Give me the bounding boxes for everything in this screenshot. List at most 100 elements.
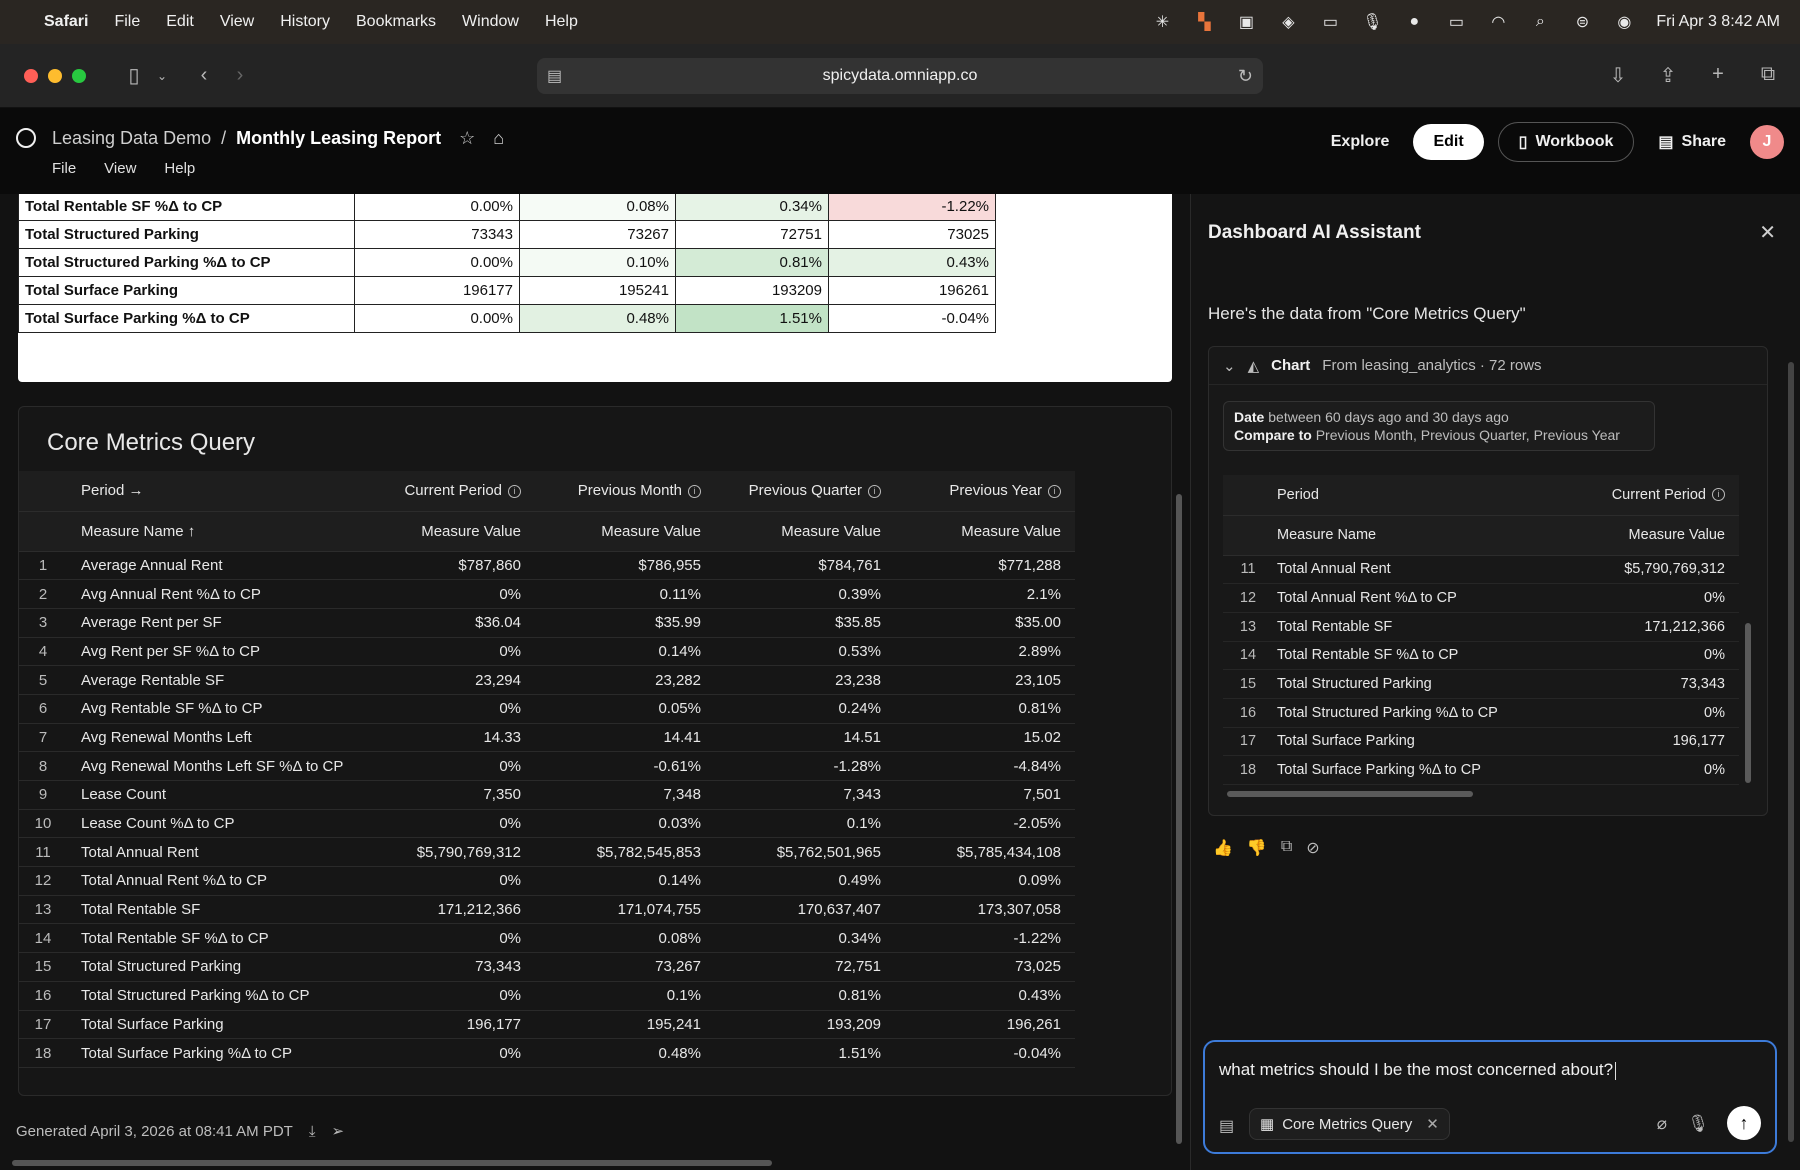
menu-clock[interactable]: Fri Apr 3 8:42 AM <box>1656 13 1780 30</box>
chart-card-header[interactable]: ⌄ ◭ Chart From leasing_analytics · 72 ro… <box>1209 347 1767 385</box>
table-row[interactable]: 13 Total Rentable SF 171,212,366 171,074,75… <box>19 895 1075 925</box>
period-header[interactable]: Period <box>1273 475 1571 516</box>
measure-value-header[interactable]: Measure Value <box>355 511 535 552</box>
sparkle-icon[interactable]: ✳ <box>1155 14 1170 31</box>
context-icon[interactable]: ▤ <box>1219 1118 1235 1135</box>
vertical-scrollbar[interactable] <box>1176 494 1182 1144</box>
table-row[interactable]: 9 Lease Count 7,350 7,348 7,343 7,501 <box>19 780 1075 810</box>
chevron-down-icon[interactable]: ⌄ <box>1223 357 1236 375</box>
col-previous-year[interactable]: Previous Year i <box>895 471 1075 512</box>
info-icon[interactable]: i <box>1048 484 1061 498</box>
table-row[interactable]: 17 Total Surface Parking 196,177 <box>1223 727 1739 757</box>
table-row[interactable]: 4 Avg Rent per SF %Δ to CP 0% 0.14% 0.53% 2.8… <box>19 637 1075 667</box>
omni-logo-icon[interactable] <box>16 128 36 148</box>
share-icon[interactable]: ⇪ <box>1659 65 1677 87</box>
share-button[interactable]: ▤ Share <box>1648 124 1736 160</box>
table-row[interactable]: 5 Average Rentable SF 23,294 23,282 23,238 23… <box>19 665 1075 695</box>
paperclip-icon[interactable]: ⌀ <box>1656 1114 1667 1133</box>
breadcrumb-parent[interactable]: Leasing Data Demo <box>52 128 212 148</box>
table-row[interactable]: 14 Total Rentable SF %Δ to CP 0% 0.08% 0.34%… <box>19 923 1075 954</box>
col-current-period[interactable]: Current Period i <box>355 471 535 512</box>
arrow-up-icon[interactable]: ↑ <box>1727 1106 1761 1140</box>
siri-icon[interactable]: ◉ <box>1617 14 1632 31</box>
measure-name-header[interactable]: Measure Name <box>1273 515 1571 556</box>
table-row[interactable]: 2 Avg Annual Rent %Δ to CP 0% 0.11% 0.39% 2.1… <box>19 579 1075 609</box>
menu-help[interactable]: Help <box>544 13 578 30</box>
download-icon[interactable]: ⇩ <box>1609 65 1627 87</box>
screen-icon[interactable]: ▭ <box>1322 14 1338 31</box>
period-pivot-header[interactable]: Period → <box>67 471 355 512</box>
thumbs-down-icon[interactable]: 👎 <box>1246 840 1267 857</box>
workbook-button[interactable]: ▯ Workbook <box>1497 122 1635 162</box>
table-row[interactable]: 12 Total Annual Rent %Δ to CP 0% <box>1223 583 1739 613</box>
menu-history[interactable]: History <box>280 13 330 30</box>
context-chip[interactable]: ▦ Core Metrics Query ✕ <box>1249 1108 1450 1140</box>
close-icon[interactable]: ✕ <box>1759 222 1776 244</box>
info-icon[interactable]: i <box>688 484 701 498</box>
table-row[interactable]: 12 Total Annual Rent %Δ to CP 0% 0.14% 0.49%… <box>19 866 1075 896</box>
remove-chip-icon[interactable]: ✕ <box>1426 1116 1439 1133</box>
sidebar-icon[interactable]: ▯ <box>128 65 140 87</box>
app-menu-view[interactable]: View <box>104 160 137 177</box>
table-row[interactable]: 11 Total Annual Rent $5,790,769,312 <box>1223 555 1739 585</box>
spotlight-search-icon[interactable]: ⌕ <box>1535 13 1545 30</box>
table-row[interactable]: 15 Total Structured Parking 73,343 73,267 72… <box>19 952 1075 982</box>
vertical-scrollbar[interactable] <box>1745 623 1751 783</box>
microphone-status-icon[interactable]: 🎙 <box>1362 14 1383 31</box>
table-row[interactable]: 8 Avg Renewal Months Left SF %Δ to CP 0% -0… <box>19 751 1075 781</box>
tag-icon[interactable]: ⌂ <box>493 128 505 148</box>
send-icon[interactable]: ➢ <box>331 1123 345 1140</box>
app-menu-file[interactable]: File <box>52 160 77 177</box>
close-window-button[interactable] <box>24 68 38 83</box>
forward-icon[interactable]: › <box>236 64 244 86</box>
thumbs-up-icon[interactable]: 👍 <box>1213 840 1233 857</box>
table-row[interactable]: 17 Total Surface Parking 196,177 195,241 193… <box>19 1010 1075 1040</box>
measure-value-header[interactable]: Measure Value <box>1570 515 1739 556</box>
new-tab-icon[interactable]: + <box>1712 63 1724 85</box>
star-icon[interactable]: ☆ <box>459 128 476 148</box>
current-period-header[interactable]: Current Period i <box>1570 475 1739 516</box>
explore-button[interactable]: Explore <box>1330 133 1390 150</box>
chevron-down-icon[interactable]: ⌄ <box>156 68 168 83</box>
teams-icon[interactable]: ◈ <box>1282 14 1295 31</box>
app-menu-help[interactable]: Help <box>164 160 196 177</box>
table-row[interactable]: 18 Total Surface Parking %Δ to CP 0% 0.48% 1… <box>19 1038 1075 1068</box>
chat-composer[interactable]: what metrics should I be the most concer… <box>1203 1040 1777 1154</box>
minimize-window-button[interactable] <box>48 68 62 83</box>
wifi-icon[interactable]: ◠ <box>1491 14 1506 31</box>
table-row[interactable]: 10 Lease Count %Δ to CP 0% 0.03% 0.1% -2.05% <box>19 809 1075 839</box>
col-previous-quarter[interactable]: Previous Quarter i <box>715 471 895 512</box>
table-row[interactable]: 7 Avg Renewal Months Left 14.33 14.41 14.51 1… <box>19 723 1075 753</box>
table-row[interactable]: 11 Total Annual Rent $5,790,769,312 $5,782,… <box>19 837 1075 868</box>
info-icon[interactable]: i <box>508 484 521 498</box>
back-icon[interactable]: ‹ <box>200 64 208 86</box>
horizontal-scrollbar[interactable] <box>12 1160 772 1166</box>
address-bar[interactable]: ▤ spicydata.omniapp.co ↻ <box>537 58 1263 94</box>
outlook-icon[interactable]: ▣ <box>1238 14 1254 31</box>
mic-icon[interactable]: 🎙 <box>1687 1114 1709 1133</box>
horizontal-scrollbar[interactable] <box>1227 791 1473 797</box>
table-row[interactable]: 18 Total Surface Parking %Δ to CP 0% <box>1223 755 1739 785</box>
table-row[interactable]: 13 Total Rentable SF 171,212,366 <box>1223 612 1739 642</box>
table-row[interactable]: 3 Average Rent per SF $36.04 $35.99 $35.85 $3… <box>19 608 1075 638</box>
table-row[interactable]: 6 Avg Rentable SF %Δ to CP 0% 0.05% 0.24% 0.8… <box>19 694 1075 724</box>
edit-button[interactable]: Edit <box>1413 124 1484 160</box>
compass-icon[interactable]: ⊘ <box>1306 840 1320 857</box>
col-previous-month[interactable]: Previous Month i <box>535 471 715 512</box>
menu-app-name[interactable]: Safari <box>44 13 89 30</box>
avatar[interactable]: J <box>1750 125 1784 159</box>
download-icon[interactable]: ⤓ <box>308 1122 316 1140</box>
measure-value-header[interactable]: Measure Value <box>715 511 895 552</box>
measure-value-header[interactable]: Measure Value <box>895 511 1075 552</box>
info-icon[interactable]: i <box>1712 488 1725 502</box>
control-center-icon[interactable]: ⊜ <box>1575 14 1590 31</box>
battery-icon[interactable]: ▭ <box>1448 14 1464 31</box>
menu-bookmarks[interactable]: Bookmarks <box>356 13 437 30</box>
table-row[interactable]: 16 Total Structured Parking %Δ to CP 0% 0.1… <box>19 981 1075 1011</box>
table-row[interactable]: 1 Average Annual Rent $787,860 $786,955 $784… <box>19 551 1075 581</box>
menu-window[interactable]: Window <box>462 13 519 30</box>
panel-scrollbar[interactable] <box>1788 362 1794 1142</box>
menu-view[interactable]: View <box>219 13 255 30</box>
copy-icon[interactable]: ⧉ <box>1280 838 1293 855</box>
user-icon[interactable]: ● <box>1409 13 1420 30</box>
